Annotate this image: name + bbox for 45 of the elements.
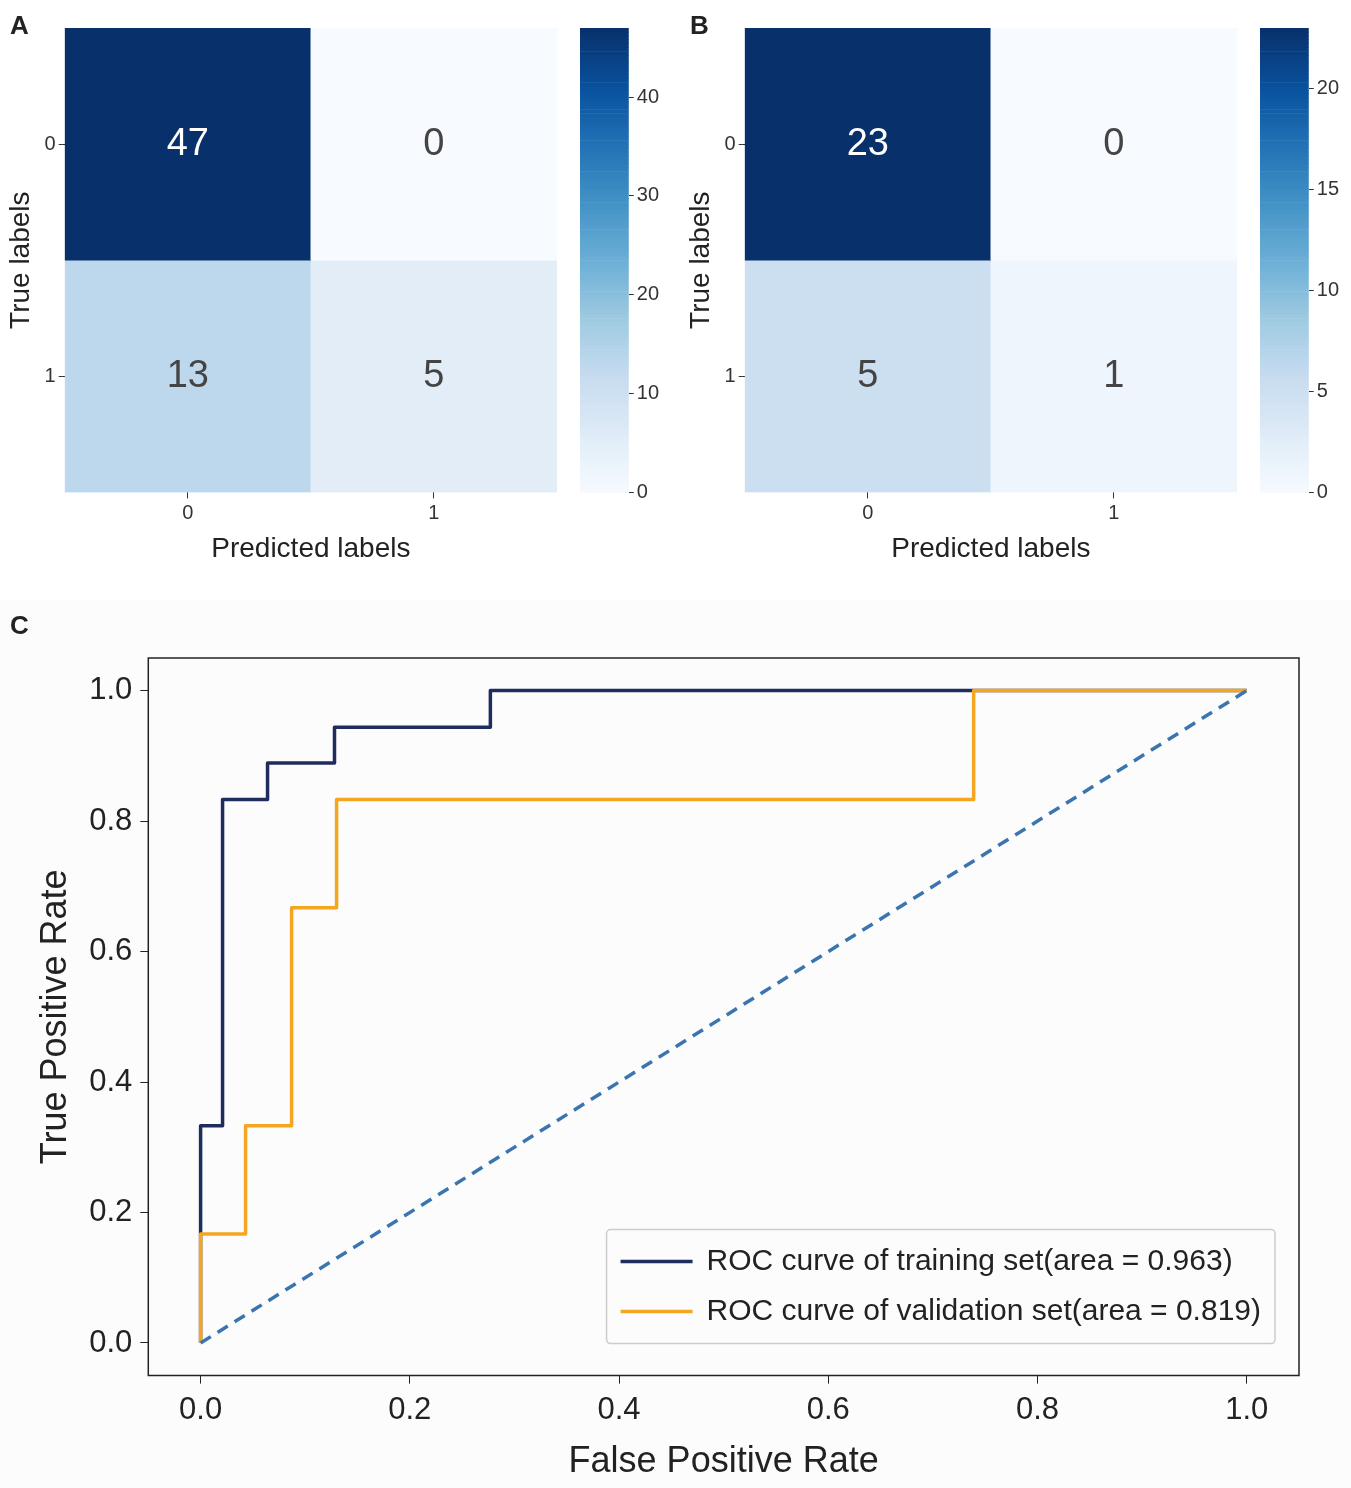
y-tick-label: 0.2 [89, 1193, 133, 1229]
x-tick-label: 0.0 [179, 1390, 223, 1426]
x-tick-label: 1 [1108, 500, 1120, 523]
data-label: 1 [1103, 352, 1125, 395]
y-axis-title: True labels [683, 191, 715, 329]
y-tick-label: 0.4 [89, 1062, 133, 1098]
color-bar-label: 10 [636, 381, 659, 404]
chart-title: A [10, 10, 29, 41]
data-label: 5 [423, 352, 445, 395]
x-tick-label: 0.2 [388, 1390, 432, 1426]
data-label: 13 [166, 352, 209, 395]
x-axis-title: Predicted labels [891, 531, 1091, 563]
legend-label: ROC curve of validation set(area = 0.819) [706, 1292, 1262, 1326]
color-bar-label: 30 [636, 183, 659, 206]
data-label: 47 [166, 120, 209, 163]
color-bar-label: 5 [1316, 378, 1328, 401]
legend-label: ROC curve of training set(area = 0.963) [706, 1242, 1233, 1276]
x-tick-label: 1 [428, 500, 440, 523]
y-tick-label: 1.0 [89, 671, 133, 707]
data-label: 0 [1103, 120, 1125, 163]
color-bar-label: 10 [1316, 278, 1339, 300]
x-axis-title: Predicted labels [211, 531, 411, 563]
y-tick-label: 0.8 [89, 801, 133, 837]
color-bar-label: 40 [636, 84, 659, 107]
data-label: 0 [423, 120, 445, 163]
y-tick-label: 0.0 [89, 1323, 133, 1359]
y-axis-title: True labels [3, 191, 35, 329]
color-bar-label: 20 [1316, 76, 1339, 99]
y-tick-label: 0.6 [89, 932, 133, 968]
chart-title: B [690, 10, 709, 41]
x-tick-label: 0.6 [806, 1390, 850, 1426]
x-tick-label: 0.4 [597, 1390, 641, 1426]
x-tick-label: 1.0 [1225, 1390, 1269, 1426]
x-tick-label: 0 [862, 500, 874, 523]
x-axis-title: False Positive Rate [568, 1439, 879, 1481]
color-bar-label: 0 [636, 479, 648, 502]
chart-title: C [10, 610, 29, 641]
color-bar-label: 20 [636, 282, 659, 305]
color-bar-label: 15 [1316, 177, 1339, 200]
y-axis-title: True Positive Rate [32, 869, 74, 1165]
x-tick-label: 0 [182, 500, 194, 523]
data-label: 23 [846, 120, 889, 163]
data-label: 5 [857, 352, 879, 395]
x-tick-label: 0.8 [1015, 1390, 1060, 1426]
color-bar-label: 0 [1316, 479, 1328, 502]
